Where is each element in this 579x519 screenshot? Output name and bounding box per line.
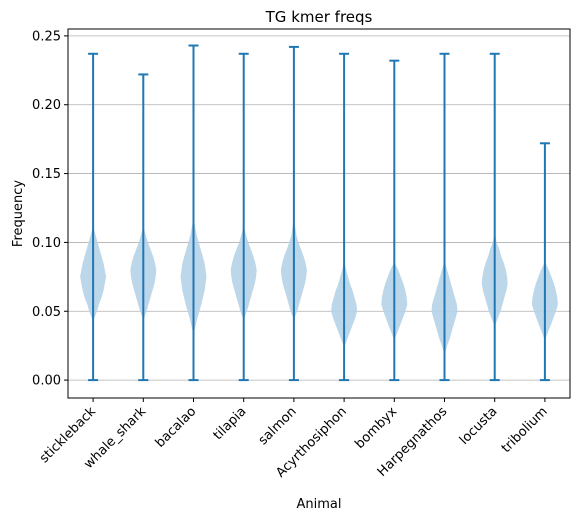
x-tick-label: bombyx — [352, 404, 400, 452]
x-axis-label: Animal — [297, 497, 342, 512]
x-tick-label: tilapia — [211, 404, 250, 443]
y-axis-ticks: 0.00 0.05 0.10 0.15 0.20 0.25 — [32, 29, 68, 389]
x-tick-label: locusta — [457, 404, 501, 448]
y-tick-label: 0.20 — [32, 98, 61, 113]
y-tick-label: 0.00 — [32, 374, 61, 389]
y-tick-label: 0.10 — [32, 236, 61, 251]
y-tick-label: 0.15 — [32, 167, 61, 182]
y-tick-label: 0.05 — [32, 305, 61, 320]
y-tick-label: 0.25 — [32, 29, 61, 44]
y-axis-label: Frequency — [11, 180, 26, 247]
grid-lines — [68, 35, 570, 381]
x-tick-label: salmon — [256, 404, 300, 448]
plot-area-background — [68, 29, 570, 398]
x-tick-label: bacalao — [153, 404, 200, 451]
violin-stat-lines — [88, 44, 550, 382]
plot-frame — [67, 28, 571, 399]
x-tick-label: tribolium — [499, 404, 551, 456]
chart-title: TG kmer freqs — [265, 8, 373, 26]
